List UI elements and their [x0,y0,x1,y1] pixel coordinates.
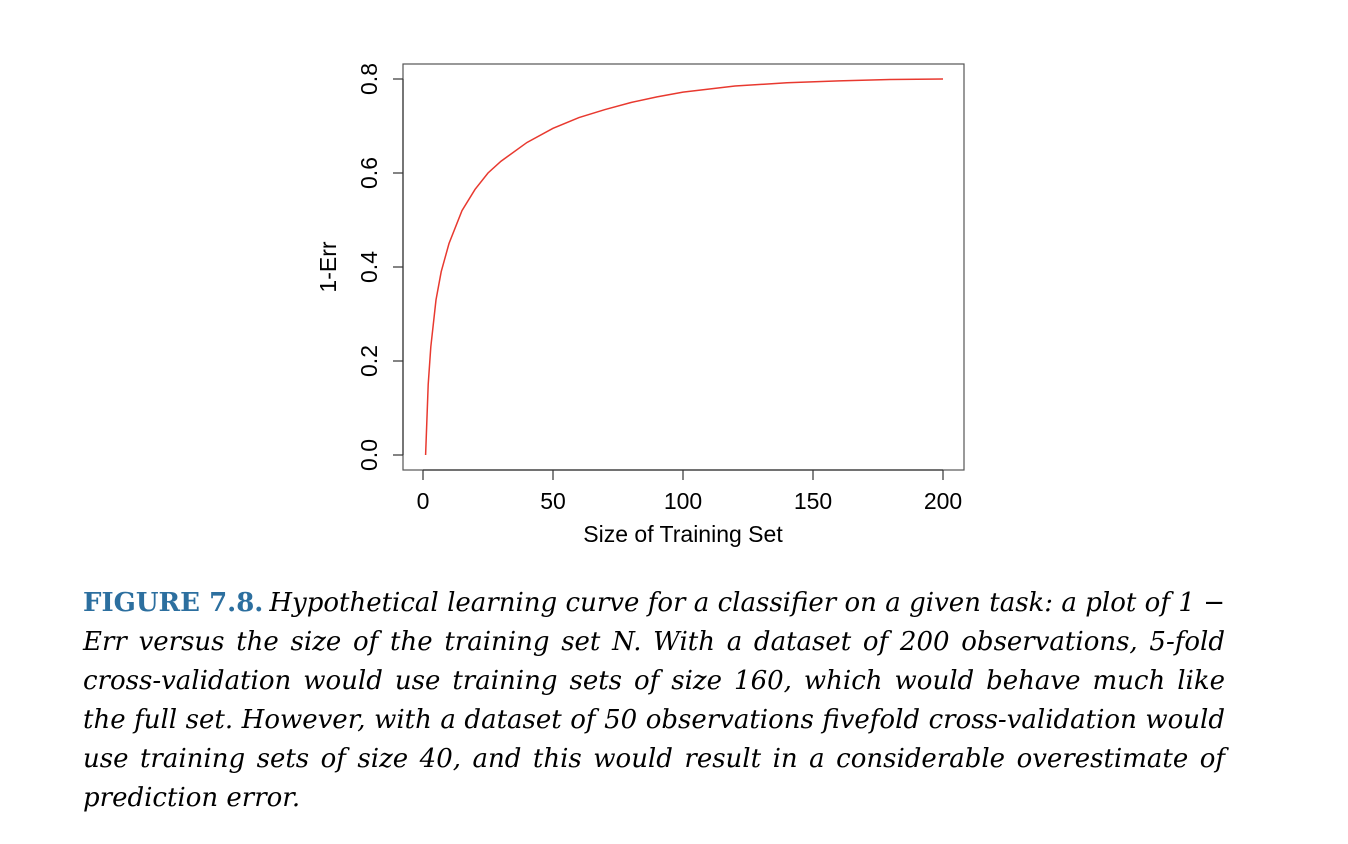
y-axis-label: 1-Err [315,241,341,292]
x-tick-label: 100 [664,488,702,514]
y-axis: 0.0 0.2 0.4 0.6 0.8 [356,63,404,471]
x-tick-label: 50 [540,488,566,514]
learning-curve-chart: 0 50 100 150 200 0.0 0.2 0.4 0.6 0.8 Size of Tra… [315,63,965,547]
x-tick-label: 0 [417,488,430,514]
x-tick-label: 200 [924,488,962,514]
learning-curve-line [424,78,944,456]
x-axis-label: Size of Training Set [583,521,783,547]
y-tick-label: 0.6 [356,157,382,189]
y-tick-label: 0.8 [356,63,382,95]
x-tick-label: 150 [794,488,832,514]
x-axis: 0 50 100 150 200 [417,469,962,514]
y-tick-label: 0.2 [356,345,382,377]
caption-text: Hypothetical learning curve for a classi… [83,588,1225,813]
y-tick-label: 0.4 [356,251,382,283]
figure-caption: FIGURE 7.8. Hypothetical learning curve f… [83,584,1225,818]
plot-frame [402,63,965,471]
figure-label: FIGURE 7.8. [83,588,264,618]
y-tick-label: 0.0 [356,439,382,471]
